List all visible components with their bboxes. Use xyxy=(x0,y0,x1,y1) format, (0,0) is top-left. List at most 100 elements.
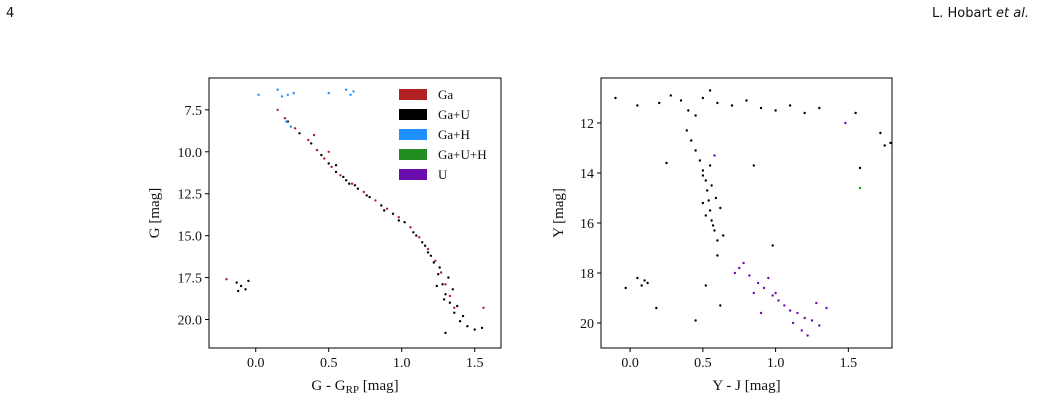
right-point-ga-plus-u xyxy=(711,224,715,227)
left-point-ga-plus-u xyxy=(458,320,462,323)
left-point-ga-plus-u xyxy=(342,175,345,179)
right-point-ga-plus-u xyxy=(722,234,725,237)
left-point-ga xyxy=(385,207,389,210)
left-point-ga-plus-u xyxy=(461,314,465,318)
right-plot-frame xyxy=(600,77,893,349)
left-point-ga-plus-u xyxy=(444,331,447,335)
right-point-u xyxy=(791,321,795,325)
plot-right-cmd: 0.0 0.5 1.0 1.5 12 14 16 18 20 Y - J [mag] Y [mag] xyxy=(551,77,893,394)
left-point-ga-plus-u xyxy=(444,293,447,296)
left-point-ga xyxy=(453,306,456,309)
left-point-ga-plus-h xyxy=(292,91,295,95)
right-point-ga-plus-u xyxy=(614,96,617,100)
left-point-ga-plus-h xyxy=(286,93,289,97)
right-point-u xyxy=(774,291,777,295)
left-point-ga-plus-u xyxy=(235,281,238,284)
legend-label-ga-plus-u-plus-h: Ga+U+H xyxy=(438,147,487,162)
left-point-ga-plus-h xyxy=(345,88,348,91)
left-ylabel: G [mag] xyxy=(147,188,163,238)
right-point-ga-plus-u xyxy=(704,214,707,217)
left-point-ga xyxy=(434,259,437,262)
right-point-ga-plus-u xyxy=(710,184,713,187)
right-point-ga-plus-u xyxy=(698,159,702,162)
right-point-ga-plus-u xyxy=(624,286,627,290)
left-point-ga-plus-u xyxy=(247,279,250,283)
left-point-ga-plus-u xyxy=(320,153,323,157)
left-point-ga-plus-u xyxy=(334,164,338,167)
legend-swatch-u xyxy=(399,169,427,180)
right-point-u xyxy=(803,316,806,320)
left-point-ga-plus-u xyxy=(239,284,243,288)
left-point-ga-plus-h xyxy=(257,93,260,97)
left-point-ga-plus-u xyxy=(244,288,247,291)
left-point-ga-plus-u xyxy=(383,209,386,212)
left-point-ga-plus-u xyxy=(397,219,400,222)
right-point-ga-plus-u xyxy=(685,129,688,132)
left-point-ga-plus-u xyxy=(391,212,395,215)
plot-left-cmd: 0.0 0.5 1.0 1.5 7.5 10.0 12.5 15.0 17.5 20.0 G - G… xyxy=(147,77,502,396)
right-ytick-label: 16 xyxy=(580,217,594,232)
left-point-ga-plus-u xyxy=(426,251,430,254)
right-point-ga-plus-u xyxy=(719,304,722,307)
right-point-ga-plus-u xyxy=(658,101,661,105)
left-point-ga xyxy=(330,165,333,169)
right-point-ga-plus-u xyxy=(788,104,792,107)
right-ytick-label: 20 xyxy=(580,317,594,332)
left-ytick-label: 12.5 xyxy=(178,188,203,203)
left-point-ga-plus-u xyxy=(348,182,351,185)
right-point-ga-plus-u xyxy=(701,169,705,172)
left-ytick-label: 17.5 xyxy=(178,272,203,287)
right-point-ga-plus-u xyxy=(854,111,857,115)
left-xlabel-unit: [mag] xyxy=(359,378,399,394)
right-point-ga-plus-u xyxy=(803,111,806,115)
right-point-ga-plus-u xyxy=(655,306,658,310)
left-point-ga-plus-u xyxy=(327,162,330,165)
left-xtick-label: 1.5 xyxy=(466,356,484,371)
left-point-ga-plus-h xyxy=(276,88,279,91)
right-point-u xyxy=(825,306,828,310)
left-point-ga-plus-u xyxy=(423,244,427,247)
left-point-ga xyxy=(439,271,443,274)
right-point-ga-plus-u xyxy=(771,244,774,247)
left-xtick-label: 0.5 xyxy=(320,356,338,371)
right-point-ga-plus-u xyxy=(889,141,892,145)
left-point-ga-plus-u xyxy=(345,179,348,182)
right-point-ga-plus-u xyxy=(707,199,710,202)
right-point-ga-plus-u xyxy=(714,196,718,200)
right-point-ga-plus-u-plus-h xyxy=(858,186,862,190)
left-point-ga-plus-u xyxy=(412,231,415,234)
right-xlabel: Y - J [mag] xyxy=(712,378,780,394)
left-point-ga-plus-u xyxy=(473,328,476,331)
legend-label-u: U xyxy=(438,167,448,182)
right-xtick-label: 1.5 xyxy=(840,356,858,371)
right-point-ga-plus-u xyxy=(774,109,777,112)
right-point-ga-plus-u xyxy=(679,99,683,102)
left-point-ga xyxy=(327,150,330,153)
left-ytick-label: 10.0 xyxy=(178,146,203,161)
right-point-ga-plus-u xyxy=(704,284,707,287)
left-point-ga-plus-u xyxy=(429,254,433,257)
left-point-ga-plus-u xyxy=(435,284,438,288)
left-point-ga-plus-u xyxy=(466,325,469,328)
right-point-ga-plus-u xyxy=(643,279,646,282)
left-point-ga-plus-u xyxy=(447,276,450,279)
left-point-ga-plus-h xyxy=(349,93,352,97)
right-point-ga-plus-u xyxy=(710,219,713,222)
right-point-ga-plus-u xyxy=(716,101,719,105)
right-point-u xyxy=(815,301,818,305)
right-xtick-label: 0.0 xyxy=(621,356,639,371)
legend-swatch-ga xyxy=(399,89,427,100)
left-point-ga-plus-u xyxy=(480,326,484,330)
right-point-ga-plus-u xyxy=(694,114,697,117)
legend-swatch-ga-plus-u xyxy=(399,109,427,120)
left-point-ga-plus-u xyxy=(310,142,313,145)
left-point-ga xyxy=(409,226,412,229)
left-point-ga xyxy=(418,236,421,239)
right-point-ga-plus-u xyxy=(883,144,886,147)
right-point-u xyxy=(762,286,766,290)
left-point-ga-plus-h xyxy=(280,95,284,98)
left-point-ga-plus-u xyxy=(451,288,454,291)
left-point-ga-plus-u xyxy=(403,221,406,224)
right-point-ga-plus-u xyxy=(858,166,862,170)
left-xtick-label: 0.0 xyxy=(247,356,265,371)
